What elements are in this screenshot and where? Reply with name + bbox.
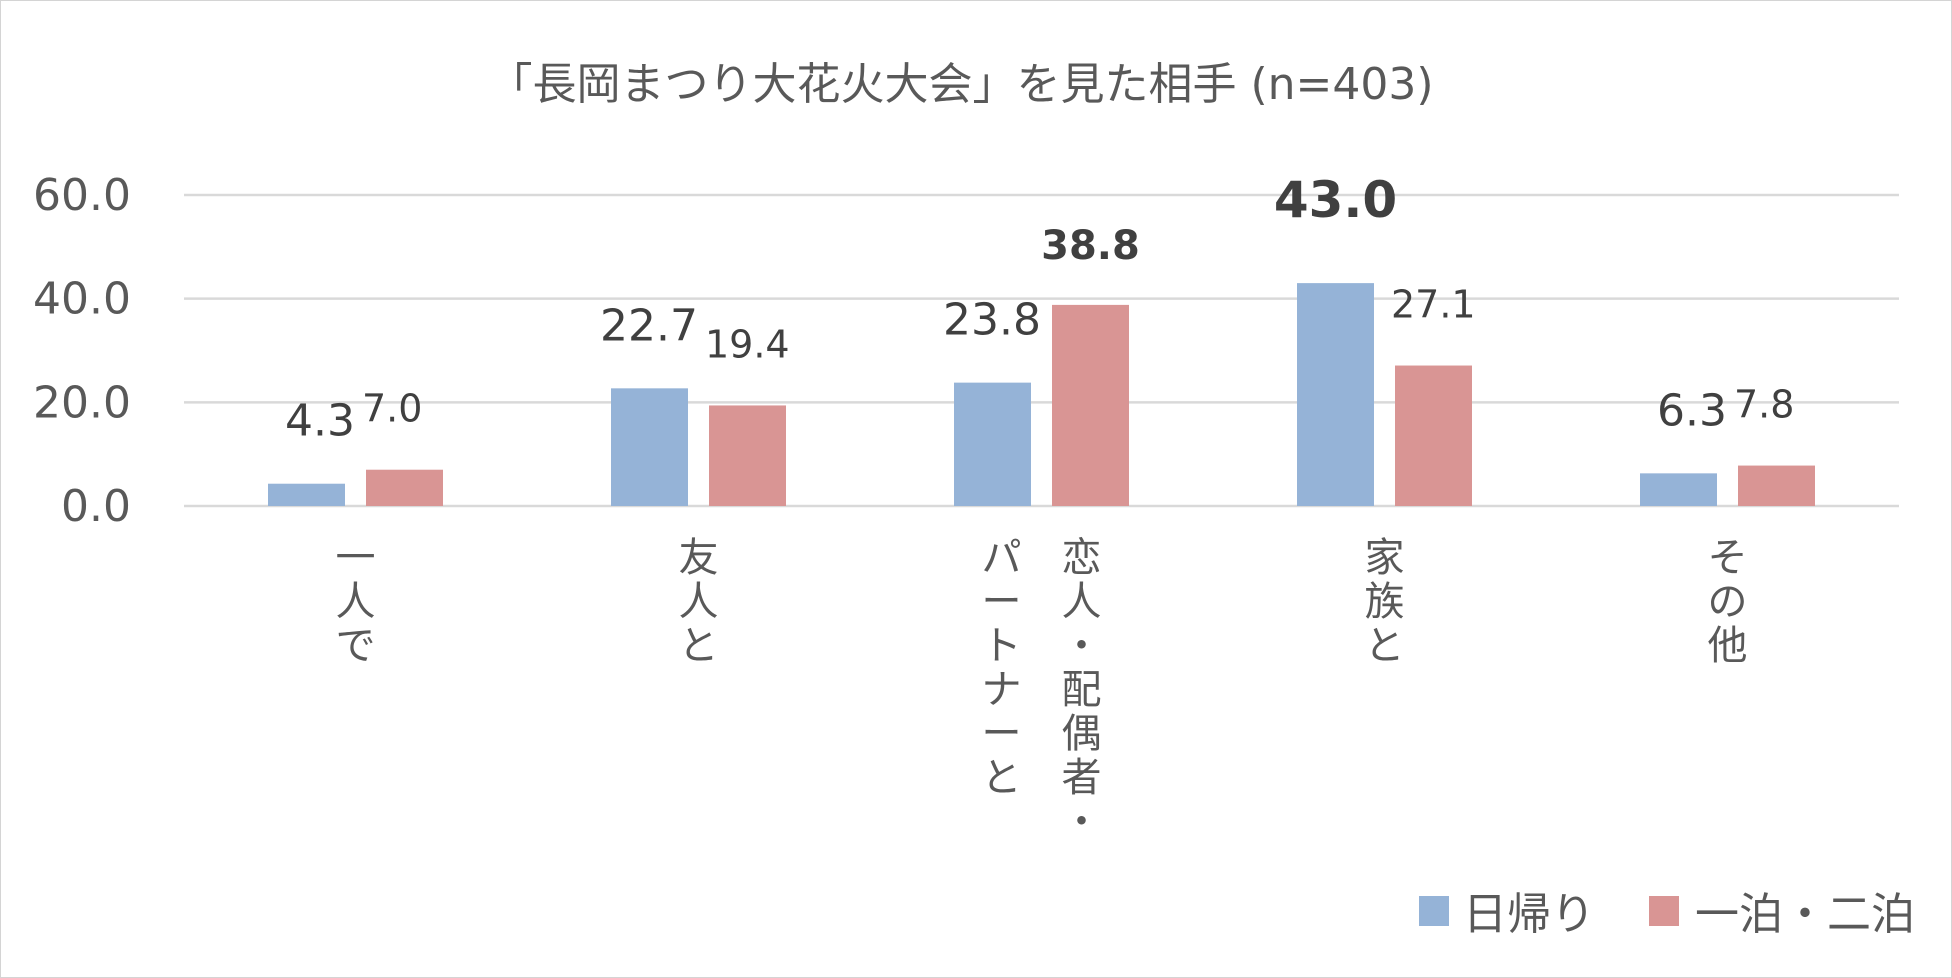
legend-label: 日帰り <box>1463 889 1595 940</box>
bar <box>1738 465 1815 506</box>
category-label: 一人で <box>336 535 376 669</box>
category-label: 家族と <box>1365 535 1405 669</box>
data-label: 22.7 <box>600 300 698 351</box>
gridlines <box>184 193 1899 508</box>
bars <box>268 283 1815 506</box>
bar <box>954 382 1031 506</box>
category-label: パートナーと <box>982 535 1022 801</box>
data-labels: 4.3 22.7 23.8 43.0 6.3 7.0 19.4 38.8 27.1 7.8 <box>285 171 1794 447</box>
data-label: 7.0 <box>362 387 422 431</box>
data-label: 7.8 <box>1734 383 1794 427</box>
legend-swatch <box>1419 896 1449 926</box>
bar <box>268 483 345 506</box>
y-tick-label: 20.0 <box>33 377 131 428</box>
x-axis-categories: 一人で 友人と 恋人・配偶者・パートナーと 家族と その他 <box>336 535 1748 845</box>
bar <box>1640 473 1717 506</box>
data-label: 4.3 <box>285 396 355 447</box>
bar <box>366 469 443 506</box>
data-label: 27.1 <box>1391 283 1476 327</box>
y-axis-ticks: 0.0 20.0 40.0 60.0 <box>33 170 131 532</box>
y-tick-label: 0.0 <box>61 481 131 532</box>
bar <box>709 405 786 506</box>
category-label: 友人と <box>679 535 719 669</box>
data-label: 43.0 <box>1274 171 1397 229</box>
y-tick-label: 60.0 <box>33 170 131 221</box>
category-label: その他 <box>1708 535 1748 669</box>
chart-title: 「長岡まつり大花火大会」を見た相手 (n=403) <box>488 59 1433 110</box>
legend-label: 一泊・二泊 <box>1695 889 1915 940</box>
legend: 日帰り 一泊・二泊 <box>1419 889 1915 940</box>
data-label: 23.8 <box>943 295 1041 346</box>
bar <box>611 388 688 506</box>
data-label: 6.3 <box>1657 385 1727 436</box>
bar <box>1395 365 1472 506</box>
y-tick-label: 40.0 <box>33 274 131 325</box>
data-label: 19.4 <box>705 322 790 366</box>
legend-swatch <box>1649 896 1679 926</box>
category-label: 恋人・配偶者・ <box>1062 535 1102 845</box>
data-label: 38.8 <box>1041 223 1140 269</box>
bar <box>1297 283 1374 506</box>
bar <box>1052 304 1129 506</box>
